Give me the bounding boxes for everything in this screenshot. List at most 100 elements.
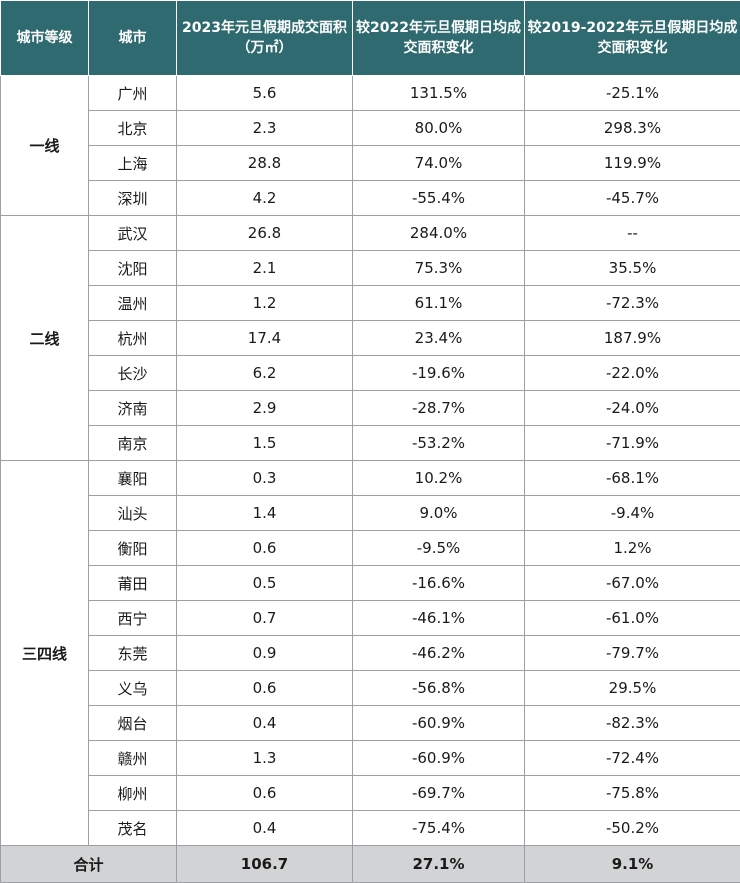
- change-2019-2022-cell: --: [525, 216, 740, 251]
- area-cell: 17.4: [177, 321, 353, 356]
- change-2022-cell: -28.7%: [353, 391, 525, 426]
- change-2022-cell: -46.2%: [353, 636, 525, 671]
- total-change-2019-2022: 9.1%: [525, 846, 740, 883]
- change-2022-cell: -75.4%: [353, 811, 525, 846]
- area-cell: 0.6: [177, 671, 353, 706]
- city-cell: 莆田: [89, 566, 177, 601]
- change-2019-2022-cell: -68.1%: [525, 461, 740, 496]
- area-cell: 4.2: [177, 181, 353, 216]
- change-2019-2022-cell: -72.3%: [525, 286, 740, 321]
- change-2019-2022-cell: 1.2%: [525, 531, 740, 566]
- header-change-vs-2022: 较2022年元旦假期日均成交面积变化: [353, 1, 525, 76]
- change-2019-2022-cell: -79.7%: [525, 636, 740, 671]
- area-cell: 28.8: [177, 146, 353, 181]
- change-2022-cell: -56.8%: [353, 671, 525, 706]
- city-cell: 北京: [89, 111, 177, 146]
- city-cell: 广州: [89, 76, 177, 111]
- change-2022-cell: -19.6%: [353, 356, 525, 391]
- area-cell: 1.5: [177, 426, 353, 461]
- change-2022-cell: 131.5%: [353, 76, 525, 111]
- change-2019-2022-cell: -9.4%: [525, 496, 740, 531]
- table-header: 城市等级 城市 2023年元旦假期成交面积（万㎡） 较2022年元旦假期日均成交…: [1, 1, 740, 76]
- header-change-vs-2019-2022: 较2019-2022年元旦假期日均成交面积变化: [525, 1, 740, 76]
- change-2019-2022-cell: -25.1%: [525, 76, 740, 111]
- tier-label: 二线: [1, 216, 89, 461]
- change-2022-cell: 23.4%: [353, 321, 525, 356]
- change-2019-2022-cell: 119.9%: [525, 146, 740, 181]
- area-cell: 0.7: [177, 601, 353, 636]
- change-2019-2022-cell: -24.0%: [525, 391, 740, 426]
- change-2022-cell: 9.0%: [353, 496, 525, 531]
- city-cell: 长沙: [89, 356, 177, 391]
- change-2022-cell: 75.3%: [353, 251, 525, 286]
- city-cell: 南京: [89, 426, 177, 461]
- change-2019-2022-cell: -67.0%: [525, 566, 740, 601]
- city-cell: 济南: [89, 391, 177, 426]
- city-cell: 西宁: [89, 601, 177, 636]
- header-tier: 城市等级: [1, 1, 89, 76]
- city-cell: 衡阳: [89, 531, 177, 566]
- area-cell: 1.3: [177, 741, 353, 776]
- change-2019-2022-cell: 298.3%: [525, 111, 740, 146]
- change-2022-cell: 284.0%: [353, 216, 525, 251]
- change-2019-2022-cell: -71.9%: [525, 426, 740, 461]
- change-2022-cell: -55.4%: [353, 181, 525, 216]
- area-cell: 1.4: [177, 496, 353, 531]
- change-2022-cell: -16.6%: [353, 566, 525, 601]
- city-cell: 武汉: [89, 216, 177, 251]
- change-2019-2022-cell: -72.4%: [525, 741, 740, 776]
- area-cell: 5.6: [177, 76, 353, 111]
- change-2022-cell: 10.2%: [353, 461, 525, 496]
- change-2022-cell: -53.2%: [353, 426, 525, 461]
- change-2022-cell: -60.9%: [353, 706, 525, 741]
- city-cell: 赣州: [89, 741, 177, 776]
- area-cell: 1.2: [177, 286, 353, 321]
- change-2019-2022-cell: 35.5%: [525, 251, 740, 286]
- city-cell: 茂名: [89, 811, 177, 846]
- area-cell: 0.6: [177, 776, 353, 811]
- city-cell: 襄阳: [89, 461, 177, 496]
- change-2022-cell: -69.7%: [353, 776, 525, 811]
- change-2019-2022-cell: -45.7%: [525, 181, 740, 216]
- change-2019-2022-cell: -50.2%: [525, 811, 740, 846]
- city-cell: 杭州: [89, 321, 177, 356]
- area-cell: 0.9: [177, 636, 353, 671]
- city-cell: 东莞: [89, 636, 177, 671]
- change-2022-cell: -60.9%: [353, 741, 525, 776]
- area-cell: 26.8: [177, 216, 353, 251]
- area-cell: 2.1: [177, 251, 353, 286]
- change-2022-cell: 80.0%: [353, 111, 525, 146]
- change-2022-cell: -46.1%: [353, 601, 525, 636]
- total-area: 106.7: [177, 846, 353, 883]
- total-label: 合计: [1, 846, 177, 883]
- area-cell: 6.2: [177, 356, 353, 391]
- city-cell: 烟台: [89, 706, 177, 741]
- city-cell: 沈阳: [89, 251, 177, 286]
- area-cell: 2.9: [177, 391, 353, 426]
- total-change-2022: 27.1%: [353, 846, 525, 883]
- change-2022-cell: 61.1%: [353, 286, 525, 321]
- area-cell: 2.3: [177, 111, 353, 146]
